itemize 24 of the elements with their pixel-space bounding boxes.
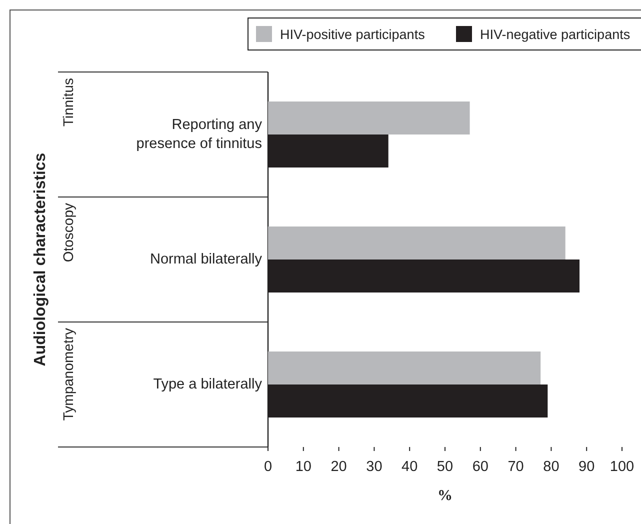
x-tick-label: 70	[508, 459, 524, 475]
y-tick-label: Type a bilaterally	[153, 376, 263, 392]
x-tick-label: 90	[578, 459, 595, 475]
legend-label: HIV-positive participants	[280, 27, 426, 42]
x-tick-label: 80	[543, 459, 560, 475]
text: Tinnitus	[60, 78, 76, 127]
x-tick-label: 20	[330, 459, 347, 475]
text: Tympanometry	[60, 328, 76, 421]
x-tick-label: 10	[295, 459, 312, 475]
y-tick-label: Reporting any presence of tinnitus	[136, 116, 263, 152]
x-axis-title: %	[438, 488, 452, 504]
x-tick-label: 40	[402, 459, 418, 475]
y-tick-label: Normal bilaterally	[150, 251, 263, 268]
text: Audiological characteristics	[32, 152, 49, 366]
bar	[268, 102, 470, 134]
x-tick-label: 0	[264, 459, 272, 475]
legend-label: HIV-negative participants	[480, 27, 630, 42]
bar	[268, 226, 566, 260]
x-tick-label: 30	[366, 459, 382, 475]
x-tick-label: 100	[610, 459, 634, 475]
x-tick-label: 60	[472, 459, 488, 475]
x-tick-label: 50	[436, 459, 454, 475]
text: Otoscopy	[60, 203, 76, 262]
bar	[268, 352, 541, 384]
